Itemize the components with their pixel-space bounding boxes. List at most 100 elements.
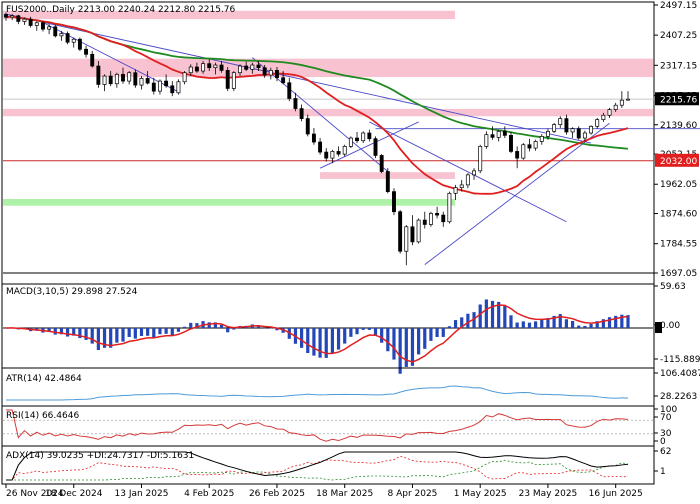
price-tick-label: 1784.55 xyxy=(660,240,697,250)
macd-histogram-bar xyxy=(521,321,525,328)
price-tick-label: 1874.60 xyxy=(660,210,697,220)
candle-body xyxy=(59,33,64,37)
macd-histogram-bar xyxy=(515,322,519,328)
candle-body xyxy=(194,66,199,72)
macd-histogram-bar xyxy=(478,304,482,328)
candle-body xyxy=(502,130,507,136)
price-tick-label: 2497.15 xyxy=(660,1,697,11)
candle-body xyxy=(287,82,292,99)
candle-body xyxy=(281,77,286,84)
candle-body xyxy=(398,211,403,252)
macd-histogram-bar xyxy=(275,328,279,331)
time-tick-label: 16 Jun 2025 xyxy=(589,489,643,499)
atr-line xyxy=(6,385,629,401)
macd-histogram-bar xyxy=(540,319,544,328)
rsi-line xyxy=(6,409,629,442)
candle-body xyxy=(509,134,513,152)
atr-label: ATR(14) 42.4864 xyxy=(6,374,82,384)
candle-body xyxy=(121,74,125,82)
macd-histogram-bar xyxy=(564,319,569,328)
macd-histogram-bar xyxy=(583,325,587,328)
price-tick-label: 1697.05 xyxy=(660,269,697,279)
candle-body xyxy=(84,48,89,55)
last-price-badge xyxy=(655,92,699,106)
candle-body xyxy=(416,219,421,243)
fast-moving-average-line xyxy=(5,15,629,195)
candle-body xyxy=(90,53,95,67)
candle-body xyxy=(330,151,335,159)
candle-body xyxy=(256,64,261,69)
macd-histogram-bar xyxy=(300,328,304,348)
time-tick-label: 8 Apr 2025 xyxy=(387,489,437,499)
trendline xyxy=(5,13,592,144)
candle-body xyxy=(250,64,255,70)
price-axis: 2497.152407.252317.152227.052139.602052.… xyxy=(654,1,699,279)
macd-histogram-bar xyxy=(336,328,341,350)
macd-signal-line xyxy=(5,304,629,363)
candle-body xyxy=(65,33,70,43)
macd-histogram-bar xyxy=(219,324,224,328)
support-zone xyxy=(3,198,455,206)
candle-body xyxy=(244,65,249,70)
candle-body xyxy=(527,144,532,149)
macd-histogram-bar xyxy=(330,328,334,353)
candle-body xyxy=(108,75,113,85)
macd-histogram-bar xyxy=(460,317,464,328)
candle-body xyxy=(539,136,544,142)
candle-body xyxy=(484,134,489,147)
trendline xyxy=(42,22,179,93)
candle-body xyxy=(595,119,600,127)
macd-histogram-bar xyxy=(96,328,100,351)
macd-histogram-bar xyxy=(373,328,378,336)
macd-histogram-bar xyxy=(65,328,70,337)
candle-body xyxy=(404,226,409,252)
candle-body xyxy=(379,155,384,172)
candle-body xyxy=(422,219,427,225)
macd-histogram-bar xyxy=(109,328,113,348)
candle-body xyxy=(342,146,347,155)
candle-body xyxy=(47,26,52,30)
candle-body xyxy=(139,78,144,86)
candle-body xyxy=(607,109,612,116)
time-tick-label: 23 May 2025 xyxy=(519,489,578,499)
macd-histogram-bar xyxy=(558,314,562,328)
macd-histogram-bar xyxy=(84,328,88,340)
candle-body xyxy=(373,138,378,156)
macd-histogram-bar xyxy=(626,315,630,328)
macd-panel: MACD(3,10,5) 29.898 27.524 xyxy=(1,283,655,374)
macd-histogram-bar xyxy=(115,328,119,343)
macd-histogram-bar xyxy=(269,327,273,329)
candle-body xyxy=(558,118,563,125)
macd-histogram-bar xyxy=(59,328,64,335)
macd-histogram-bar xyxy=(435,328,439,337)
macd-histogram-bar xyxy=(404,328,408,367)
candle-body xyxy=(478,146,483,172)
time-tick-label: 26 Nov 2024 xyxy=(6,489,64,499)
candle-body xyxy=(201,63,206,72)
macd-histogram-bar xyxy=(47,328,51,333)
macd-histogram-bar xyxy=(453,320,458,328)
candle-body xyxy=(213,64,218,69)
candle-body xyxy=(385,171,390,192)
price-tick-label: 2407.25 xyxy=(660,31,697,41)
candle-body xyxy=(182,72,187,83)
candle-body xyxy=(151,82,156,92)
macd-histogram-bar xyxy=(343,328,347,344)
macd-histogram-bar xyxy=(164,328,168,334)
plus-di-line xyxy=(6,459,629,481)
candle-body xyxy=(465,174,470,186)
time-tick-label: 1 May 2025 xyxy=(454,489,507,499)
candle-body xyxy=(127,72,132,82)
trendline xyxy=(424,122,610,266)
macd-value-badge xyxy=(655,322,662,333)
macd-histogram-bar xyxy=(441,328,445,337)
candle-body xyxy=(428,213,433,225)
indicator-tick-label: 100 xyxy=(660,405,677,415)
candle-body xyxy=(268,70,273,76)
candle-body xyxy=(490,134,495,138)
time-tick-label: 4 Feb 2025 xyxy=(184,489,234,499)
candle-body xyxy=(77,38,82,50)
indicator-tick-label: 70 xyxy=(660,413,672,423)
